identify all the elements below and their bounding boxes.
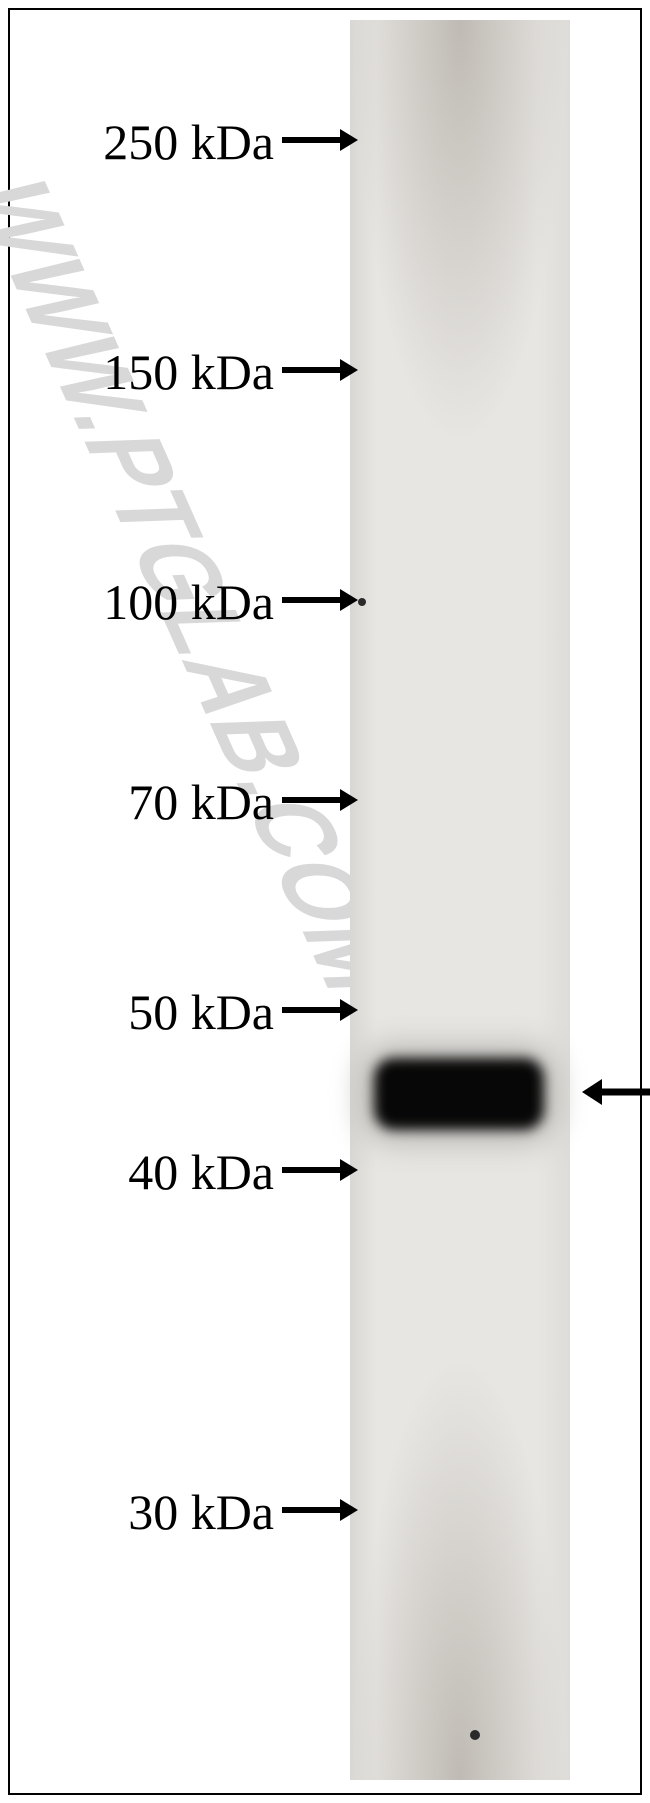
- target-band-arrow: [580, 1076, 650, 1108]
- mw-marker-label: 250 kDa: [103, 113, 274, 171]
- mw-marker-label: 50 kDa: [128, 983, 274, 1041]
- mw-marker-label: 70 kDa: [128, 773, 274, 831]
- lane-background: [350, 20, 570, 1780]
- mw-marker-arrow: [280, 997, 360, 1023]
- lane-speck: [358, 598, 366, 606]
- mw-marker-arrow: [280, 1157, 360, 1183]
- mw-marker-label: 150 kDa: [103, 343, 274, 401]
- protein-band: [374, 1058, 544, 1130]
- mw-marker-label: 30 kDa: [128, 1483, 274, 1541]
- mw-marker-arrow: [280, 1497, 360, 1523]
- mw-marker-arrow: [280, 787, 360, 813]
- blot-lane: [350, 20, 570, 1780]
- mw-marker-arrow: [280, 357, 360, 383]
- mw-marker-label: 100 kDa: [103, 573, 274, 631]
- lane-speck: [470, 1730, 480, 1740]
- mw-marker-arrow: [280, 587, 360, 613]
- mw-marker-arrow: [280, 127, 360, 153]
- mw-marker-label: 40 kDa: [128, 1143, 274, 1201]
